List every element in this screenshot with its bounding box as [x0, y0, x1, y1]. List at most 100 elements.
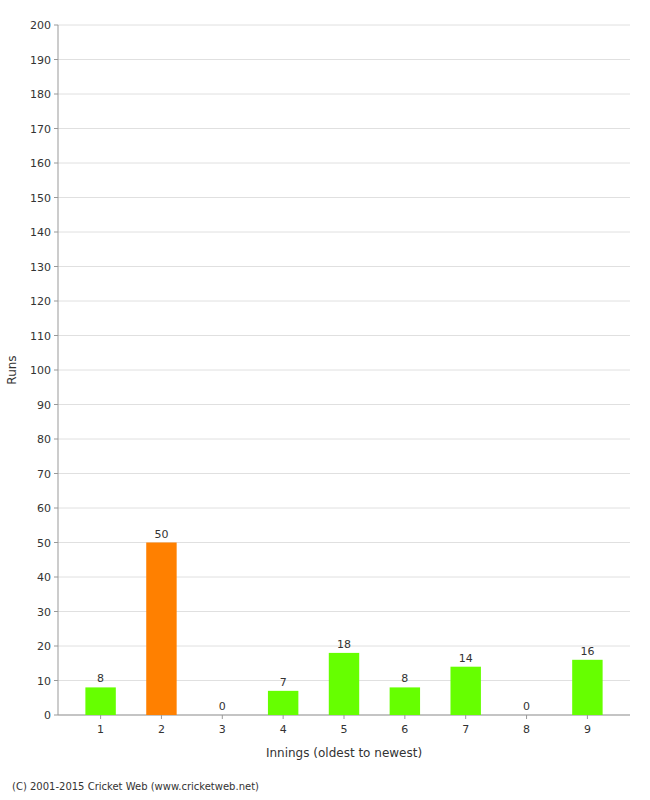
grid-line [58, 577, 630, 578]
y-tick [54, 646, 58, 647]
y-tick [54, 404, 58, 405]
y-tick [54, 680, 58, 681]
bar [146, 543, 176, 716]
y-axis-label: Runs [5, 355, 19, 384]
y-tick [54, 94, 58, 95]
y-tick-label: 160 [30, 157, 51, 170]
data-labels: 8 50 0 7 18 8 14 0 16 [97, 528, 594, 714]
y-tick [54, 473, 58, 474]
y-tick [54, 370, 58, 371]
x-tick [465, 715, 466, 719]
grid-line [58, 266, 630, 267]
footer: (C) 2001-2015 Cricket Web (www.cricketwe… [12, 781, 259, 792]
grid-line [58, 232, 630, 233]
data-label: 7 [280, 676, 287, 689]
bar [511, 715, 541, 716]
data-label: 8 [401, 672, 408, 685]
y-tick [54, 266, 58, 267]
bar [450, 667, 480, 715]
y-tick-label: 90 [37, 399, 51, 412]
y-tick [54, 611, 58, 612]
y-tick-label: 40 [37, 571, 51, 584]
grid-line [58, 439, 630, 440]
grid-line [58, 404, 630, 405]
y-tick [54, 508, 58, 509]
y-tick [54, 128, 58, 129]
y-tick [54, 232, 58, 233]
y-tick-label: 0 [44, 709, 51, 722]
x-tick-label: 8 [523, 723, 530, 736]
grid-line [58, 508, 630, 509]
y-tick-label: 140 [30, 226, 51, 239]
chart-svg: 0102030405060708090100110120130140150160… [0, 0, 650, 800]
x-axis-label: Innings (oldest to newest) [266, 746, 422, 760]
y-tick-label: 130 [30, 261, 51, 274]
y-tick-label: 70 [37, 468, 51, 481]
bars [85, 543, 602, 716]
x-tick-label: 6 [401, 723, 408, 736]
bar [268, 691, 298, 715]
grid-line [58, 163, 630, 164]
x-tick [404, 715, 405, 719]
grid-line [58, 542, 630, 543]
grid-line [58, 94, 630, 95]
x-tick [161, 715, 162, 719]
y-tick-label: 60 [37, 502, 51, 515]
y-tick [54, 59, 58, 60]
y-tick [54, 542, 58, 543]
y-tick-label: 110 [30, 330, 51, 343]
bar [572, 660, 602, 715]
data-label: 8 [97, 672, 104, 685]
x-tick-label: 5 [341, 723, 348, 736]
data-label: 0 [219, 700, 226, 713]
y-tick-label: 50 [37, 537, 51, 550]
x-tick [222, 715, 223, 719]
data-label: 16 [580, 645, 594, 658]
y-tick [54, 197, 58, 198]
x-tick [344, 715, 345, 719]
x-tick [526, 715, 527, 719]
y-tick-label: 150 [30, 192, 51, 205]
y-tick-label: 190 [30, 54, 51, 67]
y-tick [54, 439, 58, 440]
y-tick-label: 120 [30, 295, 51, 308]
grid-line [58, 473, 630, 474]
grid-line [58, 370, 630, 371]
data-label: 50 [154, 528, 168, 541]
grid-line [58, 128, 630, 129]
y-tick [54, 577, 58, 578]
y-tick [54, 25, 58, 26]
x-tick-label: 3 [219, 723, 226, 736]
bar [329, 653, 359, 715]
y-tick-label: 80 [37, 433, 51, 446]
bar [85, 687, 115, 715]
y-tick-label: 30 [37, 606, 51, 619]
x-tick-label: 9 [584, 723, 591, 736]
y-tick [54, 715, 58, 716]
bar [207, 715, 237, 716]
grid-line [58, 301, 630, 302]
x-tick [100, 715, 101, 719]
x-tick [587, 715, 588, 719]
grid-line [58, 335, 630, 336]
y-tick [54, 301, 58, 302]
y-tick [54, 163, 58, 164]
grid-line [58, 611, 630, 612]
y-tick-label: 180 [30, 88, 51, 101]
grid-line [58, 25, 630, 26]
data-label: 18 [337, 638, 351, 651]
grid [58, 25, 630, 715]
x-tick-label: 2 [158, 723, 165, 736]
bar [390, 687, 420, 715]
y-axis-line [58, 25, 59, 715]
y-tick-label: 200 [30, 19, 51, 32]
y-tick-label: 10 [37, 675, 51, 688]
axes: 0102030405060708090100110120130140150160… [30, 19, 630, 736]
x-tick-label: 7 [462, 723, 469, 736]
y-tick-label: 170 [30, 123, 51, 136]
chart-container: 0102030405060708090100110120130140150160… [0, 0, 650, 800]
grid-line [58, 59, 630, 60]
y-tick [54, 335, 58, 336]
data-label: 14 [459, 652, 473, 665]
data-label: 0 [523, 700, 530, 713]
